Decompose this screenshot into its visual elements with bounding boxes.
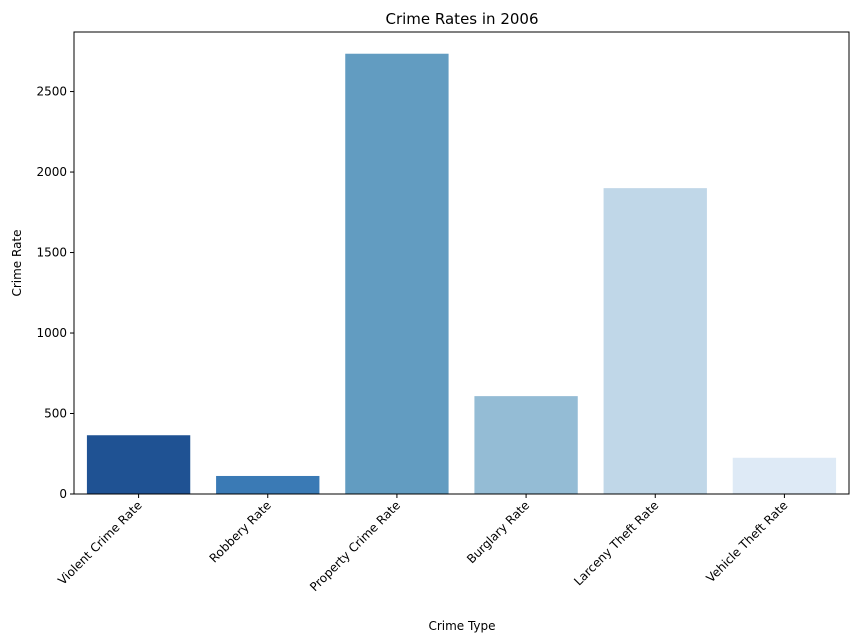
x-tick-label: Property Crime Rate (307, 498, 403, 594)
y-tick-label: 0 (59, 487, 67, 501)
y-axis-label: Crime Rate (10, 229, 24, 296)
x-tick-label: Burglary Rate (464, 498, 532, 566)
bar-burglary-rate (474, 396, 578, 494)
chart-title: Crime Rates in 2006 (385, 10, 538, 28)
x-axis-label: Crime Type (428, 619, 495, 633)
x-ticks-group: Violent Crime Rate Robbery Rate Property C… (55, 494, 791, 594)
bar-larceny-theft-rate (603, 188, 707, 494)
bar-property-crime-rate (345, 53, 449, 494)
y-tick-label: 500 (44, 407, 67, 421)
plot-frame (73, 31, 850, 495)
x-tick-label: Violent Crime Rate (55, 498, 144, 587)
x-tick-label: Larceny Theft Rate (571, 498, 661, 588)
bars-group (86, 53, 837, 494)
y-tick-label: 2500 (36, 85, 67, 99)
bar-vehicle-theft-rate (732, 457, 837, 494)
y-tick-label: 2000 (36, 165, 67, 179)
x-tick-label: Robbery Rate (207, 498, 274, 565)
y-ticks-group: 0 500 1000 1500 2000 2500 (36, 85, 74, 501)
bar-robbery-rate (216, 475, 320, 494)
y-tick-label: 1000 (36, 326, 67, 340)
y-tick-label: 1500 (36, 246, 67, 260)
x-tick-label: Vehicle Theft Rate (703, 498, 790, 585)
bar-violent-crime-rate (86, 435, 191, 494)
